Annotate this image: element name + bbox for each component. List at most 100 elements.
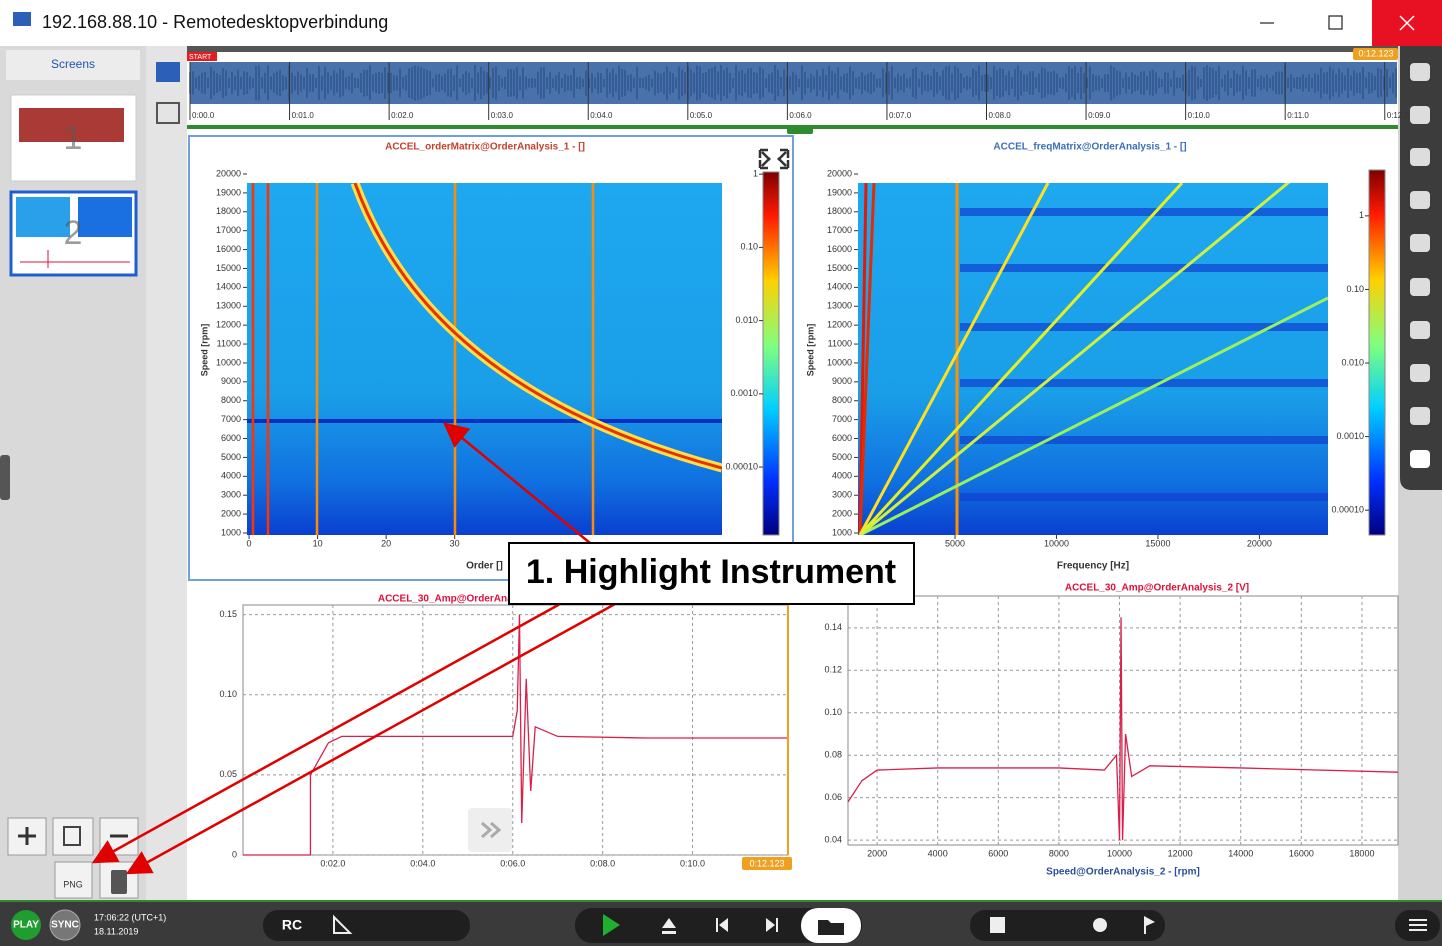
colorbar-tick-label: 0.00010 — [725, 461, 758, 471]
toolbar-icon[interactable] — [1410, 148, 1430, 166]
panel-title: ACCEL_freqMatrix@OrderAnalysis_1 - [] — [993, 142, 1186, 153]
heatmap-band — [960, 323, 1328, 331]
y-tick-label: 0.14 — [824, 622, 842, 632]
cursor-label: 0:12.123 — [749, 858, 784, 868]
clock-time: 17:06:22 (UTC+1) — [94, 912, 166, 922]
heatmap-band — [960, 436, 1328, 444]
toolbar-icon[interactable] — [1410, 191, 1430, 209]
x-axis-label: Speed@OrderAnalysis_2 - [rpm] — [1046, 867, 1200, 878]
start-label: START — [189, 54, 212, 61]
x-tick-label: 20000 — [1247, 538, 1272, 548]
y-axis-label: Speed [rpm] — [199, 324, 209, 377]
plot-area — [242, 604, 789, 856]
fullscreen-icon[interactable] — [758, 148, 790, 170]
annotation-arrows — [91, 422, 616, 875]
colorbar-tick-label: 0.0010 — [730, 388, 758, 398]
toolbar-icon[interactable] — [1410, 63, 1430, 81]
y-tick-label: 0.04 — [824, 834, 842, 844]
end-flag — [1353, 48, 1398, 60]
y-tick-label: 7000 — [832, 414, 852, 424]
timeline-tick-label: 0:04.0 — [590, 111, 613, 120]
x-tick-label: 30 — [450, 538, 460, 548]
toolbar-icon[interactable] — [1410, 321, 1430, 339]
y-tick-label: 4000 — [832, 471, 852, 481]
sync-label: SYNC — [51, 920, 79, 931]
window-controls[interactable] — [1260, 15, 1343, 30]
timeline-tick-label: 0:00.0 — [192, 111, 215, 120]
x-tick-label: 14000 — [1228, 848, 1253, 858]
play-label: PLAY — [13, 920, 39, 931]
x-axis-label: Order [] — [466, 561, 503, 572]
x-tick-label: 0:02.0 — [320, 858, 345, 868]
x-tick-label: 0:06.0 — [500, 858, 525, 868]
toolbar-icon[interactable] — [1410, 364, 1430, 382]
data-line — [243, 614, 787, 856]
timeline-top — [187, 46, 1398, 52]
y-tick-label: 18000 — [827, 206, 852, 216]
expand-tab[interactable] — [0, 455, 10, 500]
colorbar — [762, 171, 780, 536]
x-tick-label: 12000 — [1168, 848, 1193, 858]
toolbar-icon[interactable] — [1410, 234, 1430, 252]
colorbar-tick-label: 0.10 — [1346, 284, 1364, 294]
heatmap-ridge — [353, 183, 722, 470]
y-tick-label: 9000 — [221, 376, 241, 386]
x-tick-label: 0:10.0 — [680, 858, 705, 868]
timeline-tick-label: 0:10.0 — [1188, 111, 1211, 120]
toolbar-icon[interactable] — [1410, 450, 1430, 468]
colorbar-tick-label: 1 — [1359, 210, 1364, 220]
heatmap-band — [960, 379, 1328, 387]
y-tick-label: 11000 — [828, 338, 852, 348]
status-icons[interactable] — [333, 914, 1427, 936]
x-tick-label: 5000 — [945, 538, 965, 548]
heatmap-features — [247, 183, 722, 535]
export-label: PNG — [63, 879, 83, 889]
sidebar — [0, 46, 146, 900]
toolbar-icon[interactable] — [1410, 278, 1430, 296]
timeline-tick-label: 0:07.0 — [889, 111, 912, 120]
y-tick-label: 11000 — [217, 338, 241, 348]
x-tick-label: 0:08.0 — [590, 858, 615, 868]
y-tick-label: 2000 — [832, 508, 852, 518]
toolbar-icon[interactable] — [1410, 407, 1430, 425]
x-axis-label: Frequency [Hz] — [1057, 561, 1129, 572]
y-tick-label: 14000 — [827, 282, 852, 292]
data-line — [847, 617, 1399, 841]
panel: ACCEL_30_Amp@OrderAnalysis_2 [V] Speed@Or… — [824, 583, 1399, 878]
panel: ACCEL_freqMatrix@OrderAnalysis_1 - [] Spe… — [805, 142, 1386, 572]
panel: ACCEL_orderMatrix@OrderAnalysis_1 - [] Sp… — [199, 142, 780, 572]
y-tick-label: 1000 — [832, 527, 852, 537]
play-badge[interactable] — [11, 910, 41, 940]
cursor-flag — [742, 857, 792, 870]
print-icon[interactable] — [156, 102, 180, 124]
tool-pill — [263, 910, 470, 941]
heatmap-band — [960, 264, 1328, 272]
x-tick-label: 16000 — [1289, 848, 1314, 858]
thumb-content — [20, 250, 130, 268]
timeline-tick-label: 0:02.0 — [391, 111, 414, 120]
sync-badge[interactable] — [49, 909, 81, 941]
y-tick-label: 15000 — [216, 263, 241, 273]
timeline-tick-label: 0:08.0 — [989, 111, 1012, 120]
heatmap-order-line — [858, 183, 876, 535]
tab-label: Screens — [51, 57, 95, 71]
screens-tab[interactable] — [6, 50, 140, 80]
heatmap-band — [960, 208, 1328, 216]
y-tick-label: 8000 — [832, 395, 852, 405]
colorbar-tick-label: 1 — [753, 169, 758, 179]
collapse-button[interactable] — [787, 126, 813, 134]
x-tick-label: 2000 — [867, 848, 887, 858]
rc-label: RC — [282, 917, 302, 933]
x-tick-label: 10000 — [1044, 538, 1069, 548]
toolbar-icon[interactable] — [1410, 106, 1430, 124]
y-tick-label: 8000 — [221, 395, 241, 405]
tool-pill — [970, 910, 1165, 941]
clock-date: 18.11.2019 — [94, 926, 138, 936]
timeline-tick-label: 0:05.0 — [690, 111, 713, 120]
panel-highlight — [188, 135, 794, 581]
screens-icon[interactable] — [156, 62, 180, 82]
heatmap-order-line — [859, 183, 1291, 535]
heatmap-order-line — [859, 296, 1328, 535]
x-tick-label: 10000 — [1107, 848, 1132, 858]
